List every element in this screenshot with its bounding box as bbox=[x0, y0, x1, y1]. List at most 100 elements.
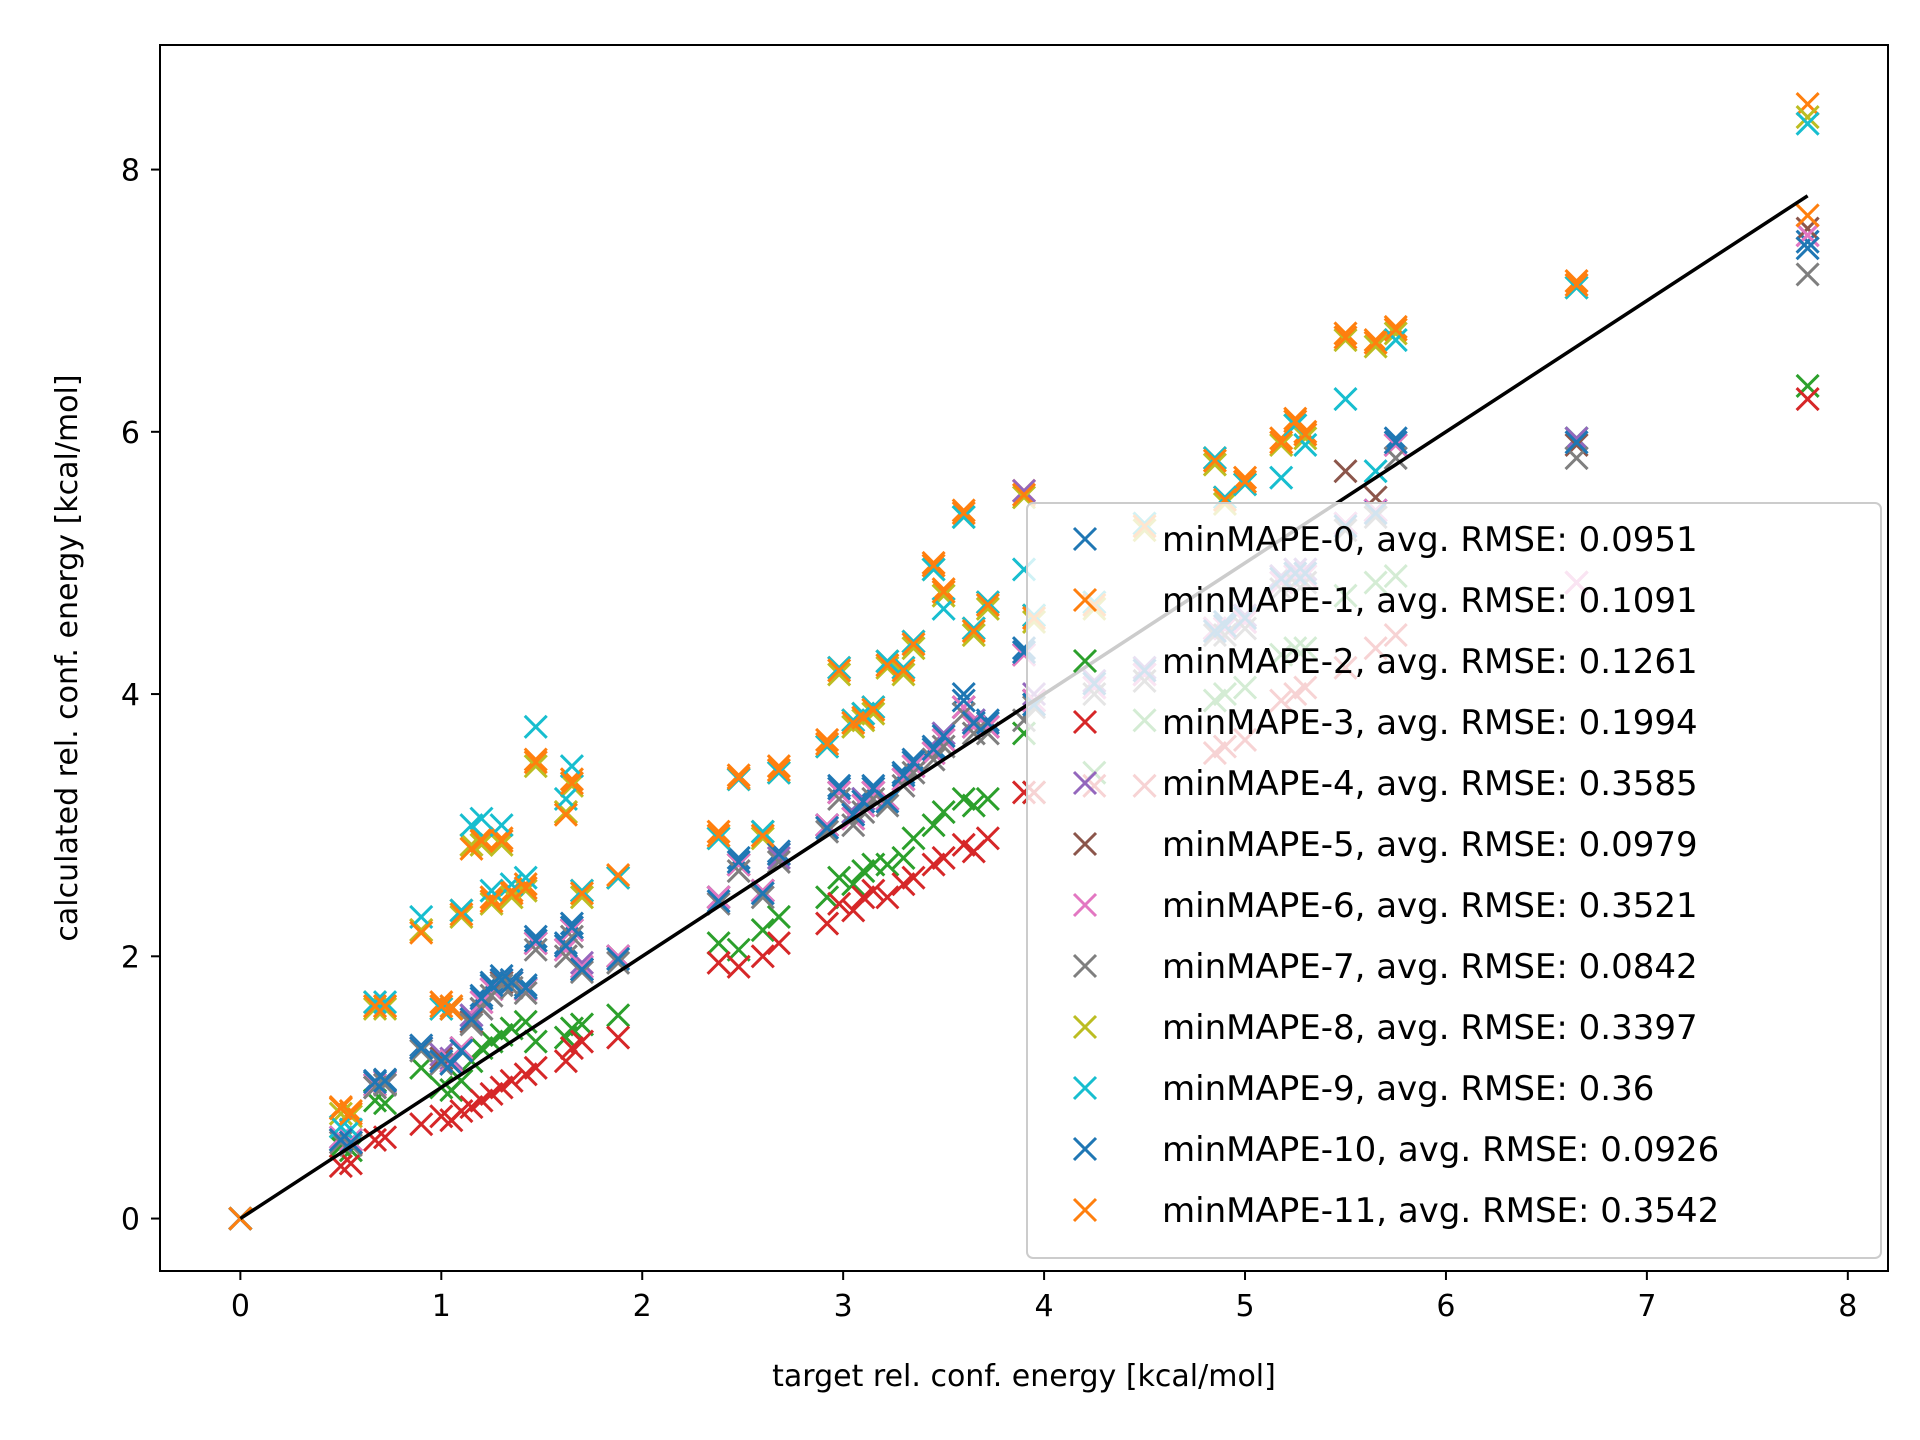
data-point bbox=[499, 970, 524, 995]
data-point bbox=[766, 845, 791, 871]
data-point bbox=[362, 1070, 388, 1095]
data-point bbox=[931, 800, 956, 825]
data-point bbox=[726, 937, 751, 962]
data-point bbox=[891, 658, 916, 683]
data-point bbox=[975, 590, 1000, 615]
data-point bbox=[569, 878, 595, 903]
data-point bbox=[409, 920, 434, 945]
data-point bbox=[1202, 448, 1227, 473]
x-tick-label: 5 bbox=[1235, 1289, 1254, 1324]
data-point bbox=[1293, 426, 1318, 451]
series-11 bbox=[228, 203, 1820, 1231]
data-point bbox=[901, 636, 926, 661]
legend-marker bbox=[1072, 1075, 1098, 1101]
data-point bbox=[1795, 386, 1820, 412]
x-tick-label: 4 bbox=[1035, 1289, 1054, 1324]
data-point bbox=[569, 881, 595, 906]
data-point bbox=[815, 731, 840, 756]
data-point bbox=[459, 1012, 484, 1037]
legend-marker bbox=[1072, 953, 1098, 979]
data-point bbox=[875, 852, 900, 877]
data-point bbox=[439, 996, 464, 1021]
data-point bbox=[1269, 465, 1294, 490]
data-point bbox=[569, 1029, 595, 1054]
data-point bbox=[750, 885, 775, 910]
data-point bbox=[1795, 203, 1820, 228]
legend-label: minMAPE-9, avg. RMSE: 0.36 bbox=[1162, 1069, 1654, 1109]
identity-reference-line bbox=[239, 194, 1809, 1221]
legend-label: minMAPE-3, avg. RMSE: 0.1994 bbox=[1162, 703, 1698, 743]
x-tick-label: 6 bbox=[1436, 1289, 1455, 1324]
legend-marker bbox=[1072, 770, 1098, 796]
data-point bbox=[951, 501, 976, 526]
data-point bbox=[921, 557, 946, 582]
data-point bbox=[766, 849, 791, 874]
data-point bbox=[931, 579, 956, 604]
data-point bbox=[891, 662, 916, 687]
data-point bbox=[951, 688, 976, 713]
data-point bbox=[861, 697, 886, 722]
data-point bbox=[553, 933, 578, 958]
data-point bbox=[479, 885, 504, 910]
legend-marker bbox=[1072, 892, 1098, 918]
data-point bbox=[931, 845, 956, 871]
data-point bbox=[469, 828, 494, 853]
data-point bbox=[606, 862, 631, 888]
data-point bbox=[706, 826, 731, 851]
data-point bbox=[449, 902, 474, 927]
data-point bbox=[523, 754, 548, 779]
data-point bbox=[409, 1112, 434, 1137]
data-point bbox=[706, 823, 731, 848]
data-point bbox=[523, 937, 548, 962]
data-point bbox=[766, 754, 791, 779]
data-point bbox=[372, 1068, 398, 1093]
data-point bbox=[901, 632, 926, 657]
data-point bbox=[891, 845, 916, 871]
data-point bbox=[951, 695, 976, 720]
data-point bbox=[815, 815, 840, 840]
data-point bbox=[901, 826, 926, 851]
data-point bbox=[1564, 426, 1589, 451]
data-point bbox=[726, 859, 751, 884]
y-axis-ticks: 0 2 4 6 8 bbox=[121, 154, 160, 1238]
legend-label: minMAPE-0, avg. RMSE: 0.0951 bbox=[1162, 520, 1698, 560]
data-point bbox=[553, 802, 578, 827]
data-point bbox=[841, 813, 866, 838]
data-point bbox=[875, 649, 900, 674]
data-point bbox=[513, 975, 538, 1000]
y-tick-label: 4 bbox=[121, 678, 140, 713]
legend-label: minMAPE-11, avg. RMSE: 0.3542 bbox=[1162, 1191, 1719, 1231]
data-point bbox=[975, 710, 1000, 735]
data-point bbox=[606, 944, 631, 969]
data-point bbox=[931, 577, 956, 602]
data-point bbox=[766, 758, 791, 783]
data-point bbox=[606, 950, 631, 975]
data-point bbox=[479, 878, 504, 903]
data-point bbox=[875, 793, 900, 818]
x-tick-label: 1 bbox=[432, 1289, 451, 1324]
data-point bbox=[1232, 469, 1258, 494]
data-point bbox=[921, 550, 946, 575]
legend: minMAPE-0, avg. RMSE: 0.0951 minMAPE-1, a… bbox=[1026, 502, 1882, 1259]
data-point bbox=[1333, 327, 1358, 353]
data-point bbox=[766, 760, 791, 785]
data-point bbox=[479, 889, 504, 914]
y-tick-label: 8 bbox=[121, 154, 140, 189]
data-point bbox=[606, 865, 631, 890]
data-point bbox=[961, 619, 986, 644]
data-point bbox=[559, 773, 584, 798]
y-axis-label: calculated rel. conf. energy [kcal/mol] bbox=[50, 374, 85, 941]
x-tick-label: 0 bbox=[231, 1289, 250, 1324]
data-point bbox=[1383, 317, 1408, 342]
data-point bbox=[815, 885, 840, 910]
data-point bbox=[750, 823, 775, 848]
data-point bbox=[1232, 472, 1258, 497]
data-point bbox=[921, 747, 946, 772]
data-point bbox=[951, 504, 976, 530]
legend-box bbox=[1026, 502, 1882, 1259]
data-point bbox=[975, 596, 1000, 621]
data-point bbox=[559, 771, 584, 796]
data-point bbox=[750, 819, 775, 844]
data-point bbox=[726, 765, 751, 791]
